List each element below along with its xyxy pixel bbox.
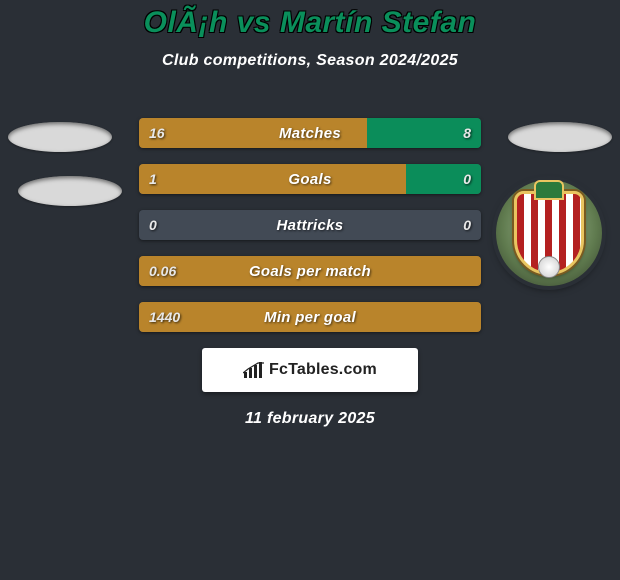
stat-row: Hattricks0 0 bbox=[139, 210, 481, 240]
bar-left bbox=[139, 164, 406, 194]
stats-chart: Matches168 Goals10 Hattricks0 0 Goals per ma… bbox=[0, 118, 620, 428]
fctables-logo: FcTables.com bbox=[202, 348, 418, 392]
stat-value-right: 0 bbox=[463, 210, 471, 240]
stat-label: Hattricks bbox=[139, 210, 481, 240]
stat-row: Matches168 bbox=[139, 118, 481, 148]
fctables-logo-text: FcTables.com bbox=[269, 361, 377, 379]
subtitle: Club competitions, Season 2024/2025 bbox=[0, 52, 620, 70]
bar-left bbox=[139, 256, 481, 286]
stat-value-left: 0 bbox=[149, 210, 157, 240]
stat-row: Min per goal1440 bbox=[139, 302, 481, 332]
date-label: 11 february 2025 bbox=[0, 410, 620, 428]
bar-right bbox=[367, 118, 481, 148]
bar-left bbox=[139, 302, 481, 332]
chart-icon bbox=[243, 362, 265, 378]
stat-row: Goals per match0.06 bbox=[139, 256, 481, 286]
bar-left bbox=[139, 118, 367, 148]
stat-row: Goals10 bbox=[139, 164, 481, 194]
bar-right bbox=[406, 164, 481, 194]
page-title: OlÃ¡h vs Martín Stefan bbox=[0, 0, 620, 40]
